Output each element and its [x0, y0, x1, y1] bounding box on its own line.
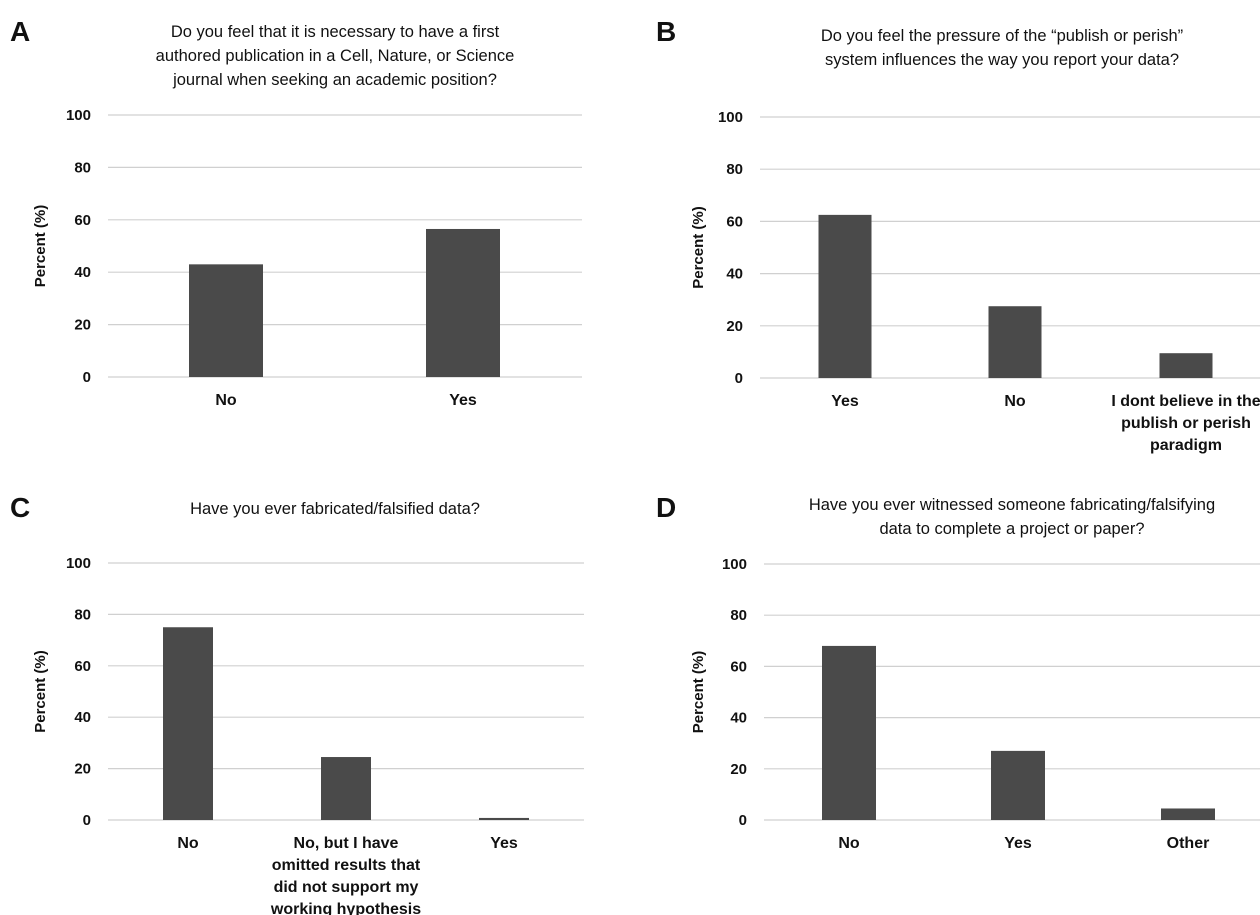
y-tick-label-b: 80: [726, 161, 743, 178]
panel-title-d-line: data to complete a project or paper?: [879, 520, 1145, 538]
bar-d: [822, 645, 876, 820]
bar-a: [426, 228, 500, 377]
category-label-d: Other: [1167, 835, 1210, 852]
y-tick-label-d: 60: [730, 658, 747, 675]
y-tick-label-d: 80: [730, 607, 747, 624]
panel-title-d-line: Have you ever witnessed someone fabricat…: [808, 496, 1216, 514]
y-tick-label-d: 40: [730, 710, 747, 727]
y-tick-label-a: 80: [74, 159, 91, 176]
panel-letter-c: C: [10, 492, 31, 523]
y-tick-label-a: 0: [83, 369, 91, 386]
category-label-a: Yes: [449, 392, 477, 409]
panel-title-c-line: Have you ever fabricated/falsified data?: [190, 500, 480, 518]
panel-title-a-line: Do you feel that it is necessary to have…: [170, 23, 500, 41]
panel-letter-b: B: [656, 16, 677, 47]
category-label-d: No: [838, 835, 860, 852]
y-tick-label-b: 100: [718, 109, 743, 126]
y-tick-label-c: 20: [74, 761, 91, 778]
category-label-d: Yes: [1004, 835, 1032, 852]
y-tick-label-a: 100: [66, 107, 91, 124]
y-tick-label-a: 60: [74, 212, 91, 229]
category-label-c: No, but I have omitted results that did no…: [270, 835, 421, 915]
category-label-c: No: [177, 835, 199, 852]
category-label-b: Yes: [831, 393, 859, 410]
panel-title-b-line: system influences the way you report you…: [824, 51, 1180, 69]
panel-title-a: Do you feel that it is necessary to have…: [110, 20, 560, 92]
bar-a: [189, 264, 263, 377]
bar-d: [991, 750, 1045, 820]
panel-title-a-line: journal when seeking an academic positio…: [173, 71, 497, 89]
y-tick-label-d: 20: [730, 761, 747, 778]
category-label-a: No: [215, 392, 237, 409]
panel-title-b-line: Do you feel the pressure of the “publish…: [820, 27, 1184, 45]
y-tick-label-b: 40: [726, 266, 743, 283]
y-axis-label-c: Percent (%): [32, 650, 49, 733]
panel-title-c: Have you ever fabricated/falsified data?: [110, 497, 560, 521]
y-tick-label-a: 20: [74, 317, 91, 334]
panel-title-b: Do you feel the pressure of the “publish…: [772, 24, 1232, 72]
y-tick-label-d: 0: [739, 812, 747, 829]
category-label-c: Yes: [490, 835, 518, 852]
bar-c: [163, 627, 213, 820]
y-axis-label-a: Percent (%): [32, 205, 49, 288]
bar-b: [818, 214, 872, 378]
y-tick-label-b: 60: [726, 213, 743, 230]
bar-c: [321, 757, 371, 820]
bar-b: [988, 306, 1042, 378]
bar-c: [479, 817, 529, 820]
y-tick-label-c: 40: [74, 709, 91, 726]
bar-b: [1159, 353, 1213, 378]
bar-d: [1161, 808, 1215, 820]
panel-title-d: Have you ever witnessed someone fabricat…: [772, 493, 1252, 541]
y-tick-label-d: 100: [722, 556, 747, 573]
category-label-b: I dont believe in the publish or perish pa…: [1111, 393, 1260, 454]
panel-letter-d: D: [656, 492, 677, 523]
y-axis-label-d: Percent (%): [690, 651, 707, 734]
y-tick-label-c: 60: [74, 658, 91, 675]
panel-title-a-line: authored publication in a Cell, Nature, …: [155, 47, 515, 65]
y-tick-label-c: 0: [83, 812, 91, 829]
category-label-b: No: [1004, 393, 1026, 410]
y-tick-label-c: 80: [74, 606, 91, 623]
panel-letter-a: A: [10, 16, 31, 47]
y-tick-label-b: 20: [726, 318, 743, 335]
y-tick-label-a: 40: [74, 264, 91, 281]
y-tick-label-c: 100: [66, 555, 91, 572]
y-tick-label-b: 0: [735, 370, 743, 387]
y-axis-label-b: Percent (%): [690, 206, 707, 289]
